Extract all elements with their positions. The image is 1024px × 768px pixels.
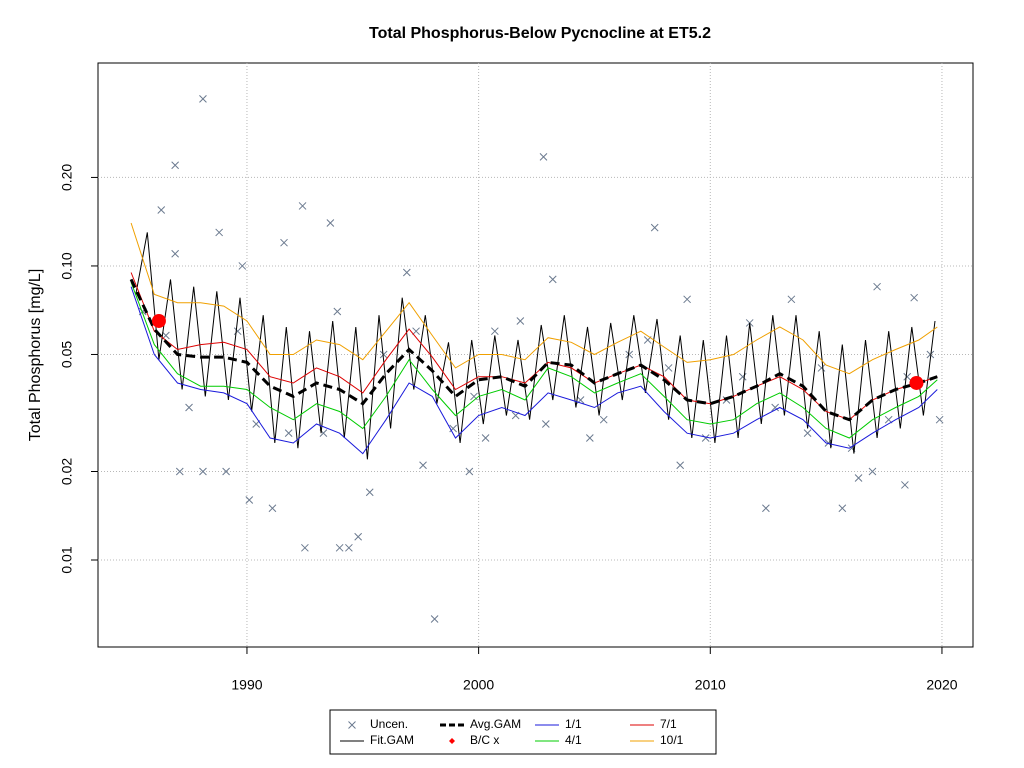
data-point: [664, 364, 673, 372]
data-point: [157, 206, 166, 214]
data-point: [541, 420, 550, 428]
data-point: [676, 461, 685, 470]
y-tick-label: 0.10: [59, 252, 75, 279]
data-point: [599, 415, 608, 424]
data-point: [625, 350, 634, 359]
bc-point: [909, 375, 924, 390]
x-tick-label: 1990: [231, 677, 262, 693]
data-point: [245, 496, 254, 504]
y-tick-label: 0.01: [59, 546, 75, 573]
data-point: [301, 543, 309, 552]
chart-title: Total Phosphorus-Below Pycnocline at ET5…: [369, 25, 711, 42]
data-point: [926, 350, 935, 359]
y-tick-label: 0.02: [59, 458, 75, 485]
data-point: [233, 327, 242, 336]
data-point: [171, 249, 179, 258]
data-point: [419, 461, 427, 470]
data-point: [873, 282, 881, 291]
data-point: [238, 262, 247, 270]
legend-label: 10/1: [660, 733, 684, 747]
legend-symbol: [348, 721, 356, 729]
series-line: [130, 286, 938, 455]
x-tick-label: 2020: [926, 677, 957, 693]
data-point: [175, 467, 184, 476]
data-point: [650, 223, 659, 232]
data-point: [481, 434, 490, 442]
data-point: [738, 372, 747, 381]
legend-label: B/C x: [470, 733, 499, 747]
y-axis-label: Total Phosphorus [mg/L]: [27, 269, 44, 442]
data-point: [162, 331, 170, 340]
data-point: [701, 434, 710, 442]
data-point: [171, 161, 179, 170]
legend-label: Avg.GAM: [470, 717, 521, 731]
legend-label: Uncen.: [370, 717, 408, 731]
data-point: [465, 467, 474, 476]
data-point: [539, 152, 548, 161]
legend-label: 4/1: [565, 733, 582, 747]
legend-label: 1/1: [565, 717, 582, 731]
x-tick-label: 2010: [695, 677, 726, 693]
series-line: [130, 282, 938, 439]
data-point: [838, 504, 847, 513]
data-point: [935, 415, 944, 424]
data-point: [817, 364, 826, 372]
data-point: [215, 228, 224, 237]
data-point: [585, 434, 594, 442]
data-point: [803, 429, 812, 438]
data-point: [199, 467, 207, 476]
data-point: [333, 307, 342, 316]
data-point: [365, 488, 374, 497]
y-tick-label: 0.20: [59, 164, 75, 191]
x-tick-label: 2000: [463, 677, 494, 693]
data-point: [901, 481, 909, 489]
plot-area: [98, 63, 973, 647]
plot-frame: [97, 62, 974, 648]
series-line: [130, 222, 938, 375]
data-point: [910, 293, 919, 302]
bc-point: [151, 313, 166, 328]
data-point: [787, 295, 796, 304]
data-point: [345, 543, 353, 552]
data-point: [185, 403, 193, 412]
data-point: [548, 275, 557, 284]
y-tick-label: 0.05: [59, 341, 75, 368]
data-point: [268, 504, 277, 513]
data-point: [284, 429, 293, 438]
legend-label: Fit.GAM: [370, 733, 414, 747]
data-point: [298, 202, 307, 210]
data-point: [222, 467, 230, 476]
data-point: [683, 295, 691, 304]
data-point: [470, 392, 478, 401]
data-point: [379, 350, 388, 359]
data-point: [402, 268, 411, 277]
data-point: [199, 95, 207, 103]
data-point: [280, 238, 288, 247]
data-point: [430, 615, 439, 623]
data-point: [854, 474, 863, 482]
series-line: [130, 272, 938, 421]
legend-box: [329, 709, 717, 755]
data-point: [771, 403, 780, 412]
legend-symbol: [449, 738, 455, 744]
data-point: [335, 543, 344, 552]
data-point: [490, 327, 499, 336]
data-point: [762, 504, 770, 513]
data-point: [412, 327, 420, 336]
series-line: [135, 232, 936, 460]
legend-label: 7/1: [660, 717, 677, 731]
series-line: [129, 278, 938, 422]
data-point: [326, 219, 335, 227]
data-point: [449, 424, 457, 433]
data-point: [354, 532, 363, 541]
data-point: [868, 467, 877, 476]
data-point: [516, 317, 525, 325]
data-point: [903, 372, 912, 381]
